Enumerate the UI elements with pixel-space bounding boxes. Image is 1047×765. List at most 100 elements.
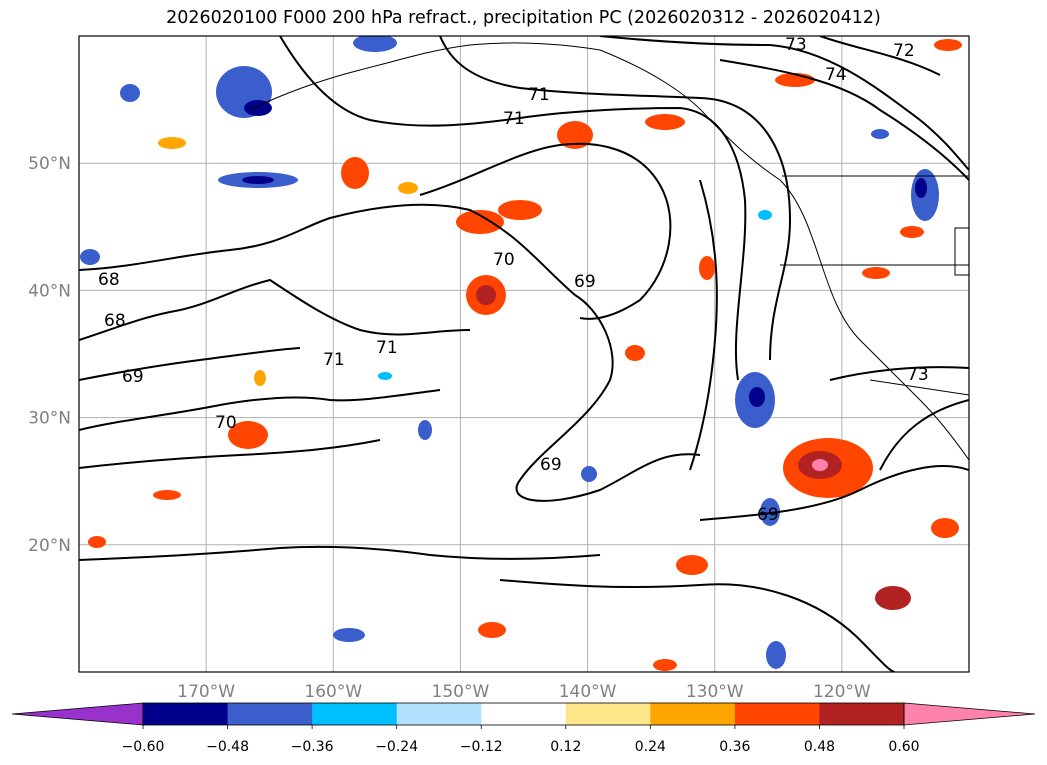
colorbar-tick-label: −0.36: [291, 739, 334, 755]
colorbar-segment: [481, 703, 567, 725]
colorbar-segment: [819, 703, 905, 725]
precip-blob: [900, 226, 924, 238]
contour-label: 73: [907, 365, 929, 385]
precip-blob: [341, 157, 369, 189]
precip-negative-areas: [80, 36, 939, 669]
contour-line: [419, 142, 672, 320]
precip-blob: [158, 137, 186, 149]
colorbar-border: [142, 702, 905, 726]
contour-line: [79, 545, 601, 561]
contour-label: 71: [503, 109, 525, 129]
precip-blob: [758, 210, 772, 220]
precip-blob: [875, 586, 911, 610]
colorbar-segment: [734, 703, 820, 725]
coastline: [249, 42, 601, 111]
precip-blob: [80, 249, 100, 265]
colorbar-tick-label: −0.60: [122, 739, 165, 755]
precip-blob: [645, 114, 685, 130]
contour-label: 68: [104, 311, 126, 331]
colorbar-tick-label: 0.48: [804, 739, 835, 755]
lon-tick-label: 150°W: [432, 682, 490, 702]
lon-tick-label: 140°W: [559, 682, 617, 702]
colorbar-tick-label: −0.12: [460, 739, 503, 755]
contour-line: [279, 36, 747, 381]
precip-blob: [812, 459, 828, 471]
contour-line: [699, 465, 969, 521]
precip-blob: [228, 421, 268, 449]
gridlines: [79, 36, 969, 672]
colorbar-segment: [143, 703, 229, 725]
contour-label: 71: [528, 85, 550, 105]
map-frame: [78, 35, 970, 673]
precip-blob: [456, 210, 504, 234]
colorbar-tick-label: 0.60: [888, 739, 919, 755]
precip-blob: [254, 370, 266, 386]
colorbar-segment: [227, 703, 313, 725]
contour-line: [689, 179, 718, 471]
precip-positive-areas: [88, 39, 962, 671]
colorbar-segment: [565, 703, 651, 725]
map-area: [79, 36, 969, 672]
precip-blob: [557, 121, 593, 149]
contour-line: [79, 278, 471, 341]
colorbar: [11, 702, 1036, 726]
lat-tick-label: 40°N: [28, 281, 71, 301]
precip-blob: [242, 176, 274, 184]
contour-line: [499, 579, 896, 672]
precip-blob: [581, 466, 597, 482]
coastlines: [249, 42, 969, 461]
lon-tick-label: 160°W: [304, 682, 362, 702]
contour-line: [79, 389, 441, 431]
precip-blob: [934, 39, 962, 51]
contour-line: [719, 59, 969, 181]
contour-line: [439, 36, 792, 361]
contour-line: [79, 203, 701, 502]
colorbar-segment: [312, 703, 398, 725]
contour-label: 71: [323, 350, 345, 370]
colorbar-extend-high: [903, 702, 1036, 726]
precip-blob: [476, 285, 496, 305]
precip-blob: [398, 182, 418, 194]
precip-blob: [915, 178, 927, 198]
colorbar-tick-label: −0.24: [375, 739, 418, 755]
lon-tick-label: 170°W: [177, 682, 235, 702]
precip-blob: [244, 100, 272, 116]
lon-tick-label: 130°W: [686, 682, 744, 702]
contour-label: 68: [98, 270, 120, 290]
lon-tick-label: 120°W: [813, 682, 871, 702]
coastline: [869, 379, 969, 396]
colorbar-tick-label: 0.12: [550, 739, 581, 755]
precip-blob: [760, 498, 780, 526]
colorbar-tick-labels: −0.60 −0.48 −0.36 −0.24 −0.12 0.12 0.24 0.36 0.4…: [122, 725, 920, 755]
colorbar-tick-label: 0.36: [719, 739, 750, 755]
contour-label: 69: [122, 367, 144, 387]
refractivity-contours: [79, 36, 969, 672]
contour-line: [819, 36, 941, 76]
contour-line: [829, 366, 969, 381]
precip-blob: [418, 420, 432, 440]
precip-blob: [699, 256, 715, 280]
contour-line: [879, 399, 969, 471]
precip-blob: [498, 200, 542, 220]
contour-label: 69: [540, 455, 562, 475]
chart-title: 2026020100 F000 200 hPa refract., precip…: [166, 8, 881, 28]
coastline: [599, 49, 969, 461]
precip-blob: [676, 555, 708, 575]
precip-blob: [871, 129, 889, 139]
precip-blob: [353, 36, 397, 52]
contour-line: [79, 439, 381, 469]
contour-label: 74: [825, 65, 847, 85]
precip-blob: [378, 372, 392, 380]
precip-blob: [478, 622, 506, 638]
contour-label: 69: [757, 505, 779, 525]
latitude-labels: 50°N 40°N 30°N 20°N: [28, 154, 71, 556]
contour-line: [599, 36, 969, 171]
precip-blob: [653, 659, 677, 671]
colorbar-segment: [650, 703, 736, 725]
colorbar-tick-label: 0.24: [635, 739, 666, 755]
colorbar-extend-low: [11, 702, 144, 726]
precip-blob: [153, 490, 181, 500]
lat-tick-label: 50°N: [28, 154, 71, 174]
lat-tick-label: 20°N: [28, 536, 71, 556]
